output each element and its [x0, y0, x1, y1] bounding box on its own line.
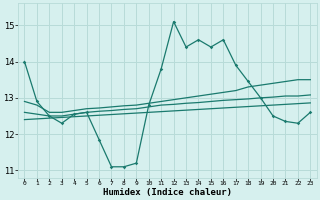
- X-axis label: Humidex (Indice chaleur): Humidex (Indice chaleur): [103, 188, 232, 197]
